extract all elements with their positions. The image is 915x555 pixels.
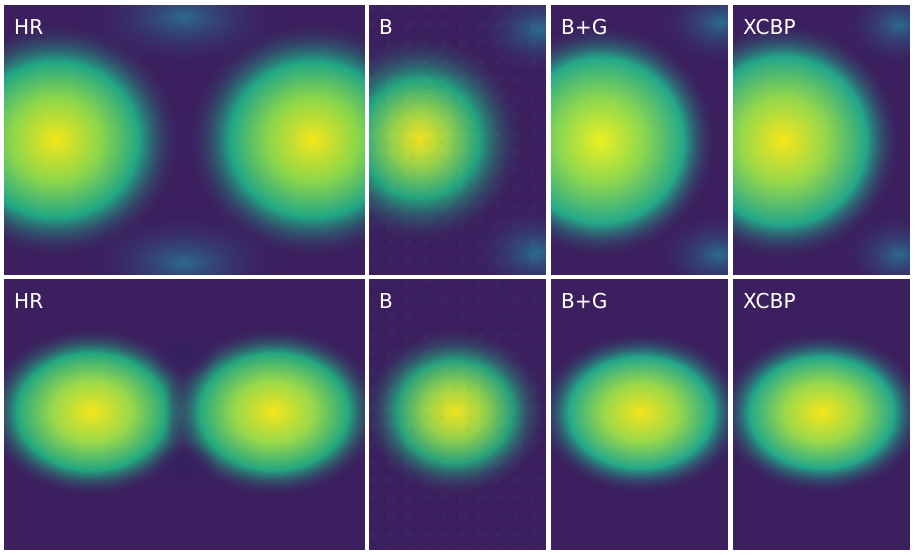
bottom-xcbp-panel: XCBP — [733, 279, 910, 550]
panel-label: HR — [14, 289, 44, 313]
panel-label: B — [379, 289, 393, 313]
bottom-hr-panel: HR — [4, 279, 365, 550]
top-hr-panel: HR — [4, 5, 365, 275]
panel-label: HR — [14, 15, 44, 39]
panel-label: XCBP — [743, 15, 796, 39]
top-b-panel: B — [369, 5, 546, 275]
bottom-b-panel: B — [369, 279, 546, 550]
panel-label: XCBP — [743, 289, 796, 313]
panel-label: B — [379, 15, 393, 39]
bottom-bg-panel: B+G — [551, 279, 728, 550]
top-xcbp-panel: XCBP — [733, 5, 910, 275]
top-bg-panel: B+G — [551, 5, 728, 275]
panel-label: B+G — [561, 15, 608, 39]
panel-label: B+G — [561, 289, 608, 313]
